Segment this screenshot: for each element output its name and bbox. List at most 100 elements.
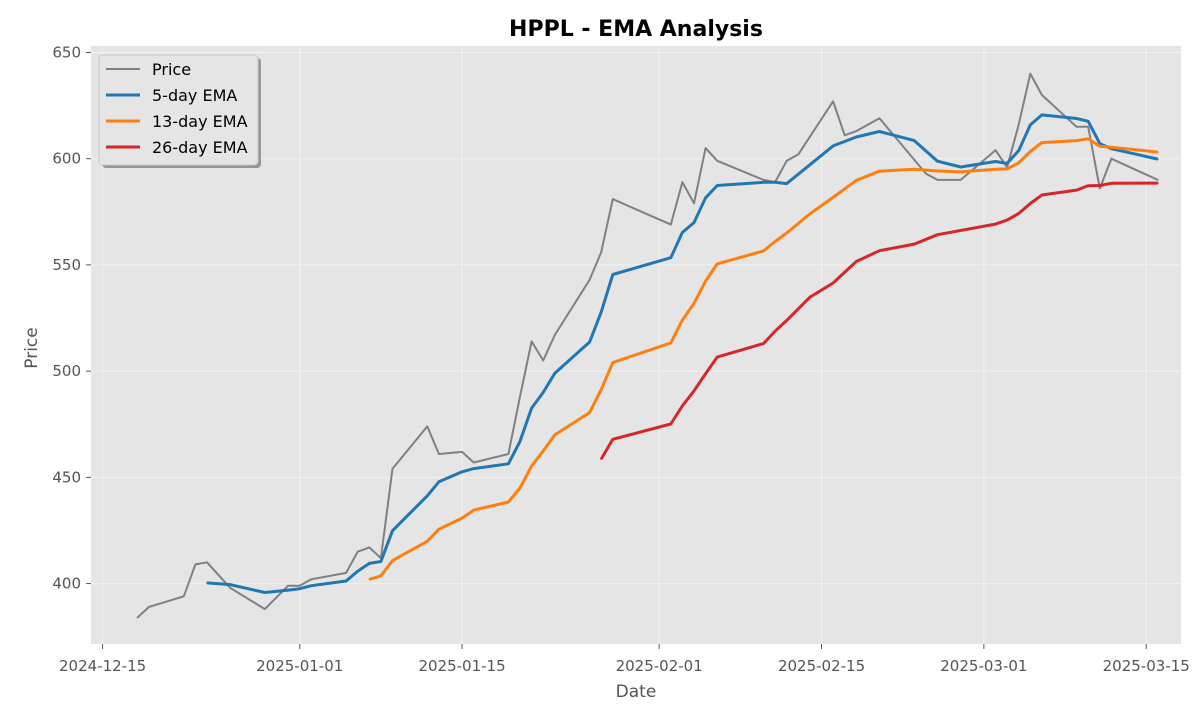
data-point bbox=[1029, 150, 1032, 153]
plot-area bbox=[91, 46, 1181, 644]
data-point bbox=[878, 170, 881, 172]
data-point bbox=[693, 302, 695, 305]
data-point bbox=[183, 595, 185, 598]
data-point bbox=[762, 342, 765, 345]
data-point bbox=[681, 319, 684, 321]
data-point bbox=[670, 342, 672, 344]
data-point bbox=[762, 179, 765, 181]
data-point bbox=[1006, 219, 1008, 221]
data-point bbox=[913, 139, 916, 142]
data-point bbox=[554, 372, 556, 375]
data-point bbox=[774, 330, 776, 333]
data-point bbox=[704, 147, 707, 149]
series-price bbox=[136, 72, 1159, 619]
data-point bbox=[287, 589, 289, 591]
series-13-day-ema bbox=[368, 137, 1159, 581]
data-point bbox=[774, 181, 776, 184]
chart-title: HPPL - EMA Analysis bbox=[509, 17, 763, 42]
data-point bbox=[843, 134, 846, 137]
data-point bbox=[670, 423, 672, 425]
data-point bbox=[716, 263, 718, 265]
series-5-day-ema bbox=[206, 113, 1159, 594]
legend-box bbox=[98, 54, 259, 166]
data-point bbox=[878, 130, 881, 133]
data-point bbox=[832, 145, 834, 147]
data-point bbox=[1029, 202, 1032, 205]
x-tick-label: 2025-02-15 bbox=[778, 657, 865, 675]
data-point bbox=[1099, 184, 1101, 187]
y-tick-label: 450 bbox=[52, 468, 81, 486]
data-point bbox=[762, 250, 765, 252]
data-point bbox=[959, 179, 962, 181]
data-point bbox=[438, 528, 440, 530]
data-point bbox=[345, 572, 347, 574]
data-point bbox=[530, 340, 533, 343]
data-point bbox=[693, 221, 695, 224]
data-point bbox=[1099, 187, 1101, 190]
data-point bbox=[380, 575, 382, 577]
data-point bbox=[704, 280, 707, 282]
data-point bbox=[1075, 139, 1078, 142]
data-point bbox=[1087, 126, 1089, 128]
grid bbox=[91, 46, 1181, 644]
data-point bbox=[519, 487, 521, 489]
data-point bbox=[855, 136, 858, 138]
data-point bbox=[855, 130, 858, 132]
data-point bbox=[612, 361, 614, 364]
data-point bbox=[1041, 141, 1043, 144]
data-point bbox=[426, 425, 429, 428]
data-point bbox=[356, 550, 359, 553]
x-tick-label: 2025-02-01 bbox=[616, 657, 703, 675]
data-point bbox=[994, 223, 997, 225]
data-point bbox=[229, 583, 231, 586]
legend-label: Price bbox=[152, 60, 191, 79]
data-point bbox=[530, 465, 533, 467]
data-point bbox=[785, 319, 788, 322]
data-point bbox=[588, 341, 591, 343]
x-tick-label: 2025-01-15 bbox=[418, 657, 505, 675]
y-tick-label: 550 bbox=[52, 256, 81, 274]
x-tick-label: 2025-03-15 bbox=[1103, 657, 1190, 675]
data-point bbox=[472, 461, 475, 464]
data-point bbox=[391, 529, 394, 532]
data-point bbox=[913, 243, 916, 245]
data-point bbox=[1041, 194, 1043, 196]
data-point bbox=[391, 559, 394, 562]
x-tick-label: 2025-01-01 bbox=[256, 657, 343, 675]
data-point bbox=[785, 182, 788, 185]
data-point bbox=[1110, 182, 1113, 185]
data-point bbox=[1041, 94, 1043, 96]
data-point bbox=[472, 509, 475, 511]
data-point bbox=[936, 170, 939, 172]
data-point bbox=[994, 149, 997, 151]
data-point bbox=[542, 391, 544, 394]
data-point bbox=[681, 181, 684, 183]
data-point bbox=[878, 117, 881, 120]
data-point bbox=[809, 296, 811, 299]
data-point bbox=[519, 440, 521, 443]
data-point bbox=[612, 438, 614, 441]
data-point bbox=[913, 168, 916, 171]
data-point bbox=[600, 311, 602, 313]
data-point bbox=[716, 184, 718, 187]
data-point bbox=[832, 196, 834, 199]
x-axis-label: Date bbox=[616, 682, 657, 702]
data-point bbox=[554, 434, 556, 436]
data-point bbox=[1110, 157, 1113, 160]
data-point bbox=[368, 546, 371, 549]
data-point bbox=[461, 451, 463, 453]
data-point bbox=[1006, 168, 1008, 170]
data-point bbox=[855, 260, 858, 263]
data-point bbox=[681, 231, 684, 234]
data-point bbox=[438, 453, 440, 455]
data-point bbox=[600, 458, 602, 460]
data-point bbox=[1006, 162, 1008, 165]
data-point bbox=[704, 372, 707, 375]
data-point bbox=[472, 467, 475, 470]
y-tick-label: 400 bbox=[52, 575, 81, 593]
data-point bbox=[1157, 151, 1159, 153]
data-point bbox=[206, 582, 208, 584]
data-point bbox=[345, 580, 347, 582]
data-point bbox=[716, 160, 718, 162]
data-point bbox=[264, 608, 266, 610]
